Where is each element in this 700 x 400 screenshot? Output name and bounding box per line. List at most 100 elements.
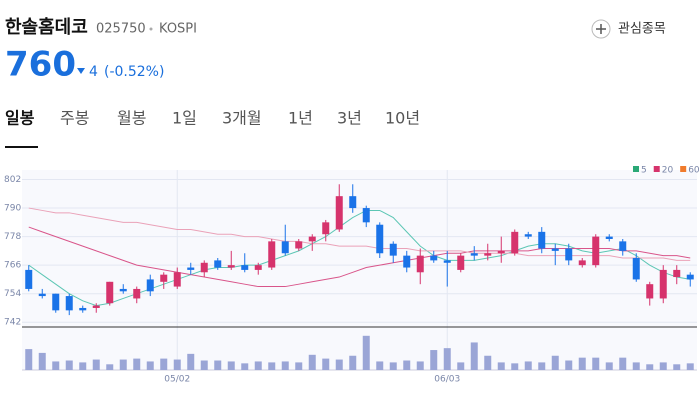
candle-body bbox=[160, 274, 168, 282]
volume-bar bbox=[524, 361, 532, 370]
change-pct: (-0.52%) bbox=[104, 64, 164, 80]
tab[interactable]: 일봉 bbox=[5, 109, 35, 128]
volume-bar bbox=[295, 362, 303, 370]
y-tick-label: 778 bbox=[4, 232, 21, 242]
candle-body bbox=[389, 243, 397, 256]
volume-bar bbox=[227, 361, 235, 370]
candle-body bbox=[416, 255, 424, 273]
candle-body bbox=[632, 258, 640, 280]
candle-body bbox=[187, 267, 195, 270]
candle-body bbox=[619, 241, 627, 251]
candle-body bbox=[146, 279, 154, 292]
volume-bar bbox=[254, 361, 262, 370]
volume-bar bbox=[173, 359, 181, 370]
volume-bar bbox=[565, 360, 573, 370]
stock-code: 025750 bbox=[96, 22, 146, 37]
legend-swatch bbox=[653, 166, 660, 172]
candle-body bbox=[430, 255, 438, 261]
price: 760 bbox=[5, 45, 76, 85]
watch-button[interactable]: 관심종목 bbox=[591, 19, 666, 39]
volume-bar bbox=[52, 361, 60, 370]
volume-bar bbox=[133, 358, 141, 370]
x-tick-label: 06/03 bbox=[434, 375, 460, 385]
candle-body bbox=[443, 260, 451, 263]
volume-bar bbox=[214, 360, 222, 370]
volume-bar bbox=[673, 364, 681, 370]
volume-bar bbox=[484, 355, 492, 370]
y-tick-label: 754 bbox=[4, 289, 21, 299]
candle-body bbox=[214, 260, 222, 268]
tab[interactable]: 1년 bbox=[288, 109, 313, 128]
volume-bar bbox=[106, 364, 114, 370]
candle-body bbox=[173, 272, 181, 287]
volume-bar bbox=[605, 362, 613, 370]
candle-body bbox=[227, 265, 235, 268]
candle-body bbox=[497, 250, 505, 254]
legend-swatch bbox=[633, 166, 639, 172]
volume-bar bbox=[592, 357, 600, 370]
volume-bar bbox=[146, 361, 154, 370]
tab[interactable]: 3년 bbox=[337, 109, 362, 128]
candle-body bbox=[308, 236, 316, 242]
volume-bar bbox=[79, 362, 87, 370]
volume-bar bbox=[65, 360, 73, 370]
volume-bar bbox=[686, 363, 694, 370]
candle-body bbox=[79, 307, 87, 311]
volume-bar bbox=[322, 358, 330, 370]
candle-body bbox=[686, 274, 694, 280]
moving-average bbox=[28, 226, 691, 288]
candle-body bbox=[457, 255, 465, 270]
change: 4 bbox=[89, 64, 98, 80]
volume-bar bbox=[443, 348, 451, 370]
volume-bar bbox=[578, 357, 586, 370]
volume-bar bbox=[376, 361, 384, 370]
candle-body bbox=[335, 196, 343, 230]
volume-bar bbox=[187, 353, 195, 370]
candle-body bbox=[470, 253, 478, 256]
x-tick-label: 05/02 bbox=[164, 375, 190, 385]
legend-swatch bbox=[680, 166, 687, 172]
down-arrow bbox=[77, 68, 85, 74]
plus-icon bbox=[596, 24, 606, 34]
watch-label: 관심종목 bbox=[618, 22, 666, 37]
volume-bar bbox=[511, 363, 519, 370]
volume-bar bbox=[362, 335, 370, 370]
candle-body bbox=[592, 236, 600, 266]
volume-bar bbox=[551, 355, 559, 370]
volume-bar bbox=[619, 357, 627, 370]
candle-body bbox=[538, 231, 546, 249]
candle-body bbox=[254, 265, 262, 270]
tab[interactable]: 월봉 bbox=[117, 109, 146, 128]
separator bbox=[149, 27, 153, 31]
candle-body bbox=[646, 284, 654, 299]
tab[interactable]: 3개월 bbox=[222, 109, 262, 128]
y-tick-label: 802 bbox=[4, 175, 21, 185]
candle-body bbox=[241, 265, 249, 270]
candle-body bbox=[349, 196, 357, 209]
volume-bar bbox=[281, 361, 289, 370]
candle-body bbox=[52, 293, 60, 311]
candle-body bbox=[119, 288, 127, 292]
candle-body bbox=[565, 248, 573, 261]
candle-body bbox=[25, 269, 33, 289]
candle-body bbox=[106, 281, 114, 304]
candle-body bbox=[92, 305, 100, 308]
y-tick-label: 766 bbox=[4, 261, 21, 271]
tab[interactable]: 주봉 bbox=[60, 109, 89, 128]
tab[interactable]: 10년 bbox=[385, 109, 420, 128]
candle-body bbox=[376, 224, 384, 254]
volume-bar bbox=[389, 362, 397, 370]
volume-bar bbox=[25, 349, 33, 370]
candle-body bbox=[38, 293, 46, 297]
candle-body bbox=[511, 231, 519, 254]
y-tick-label: 742 bbox=[4, 318, 21, 328]
candle-body bbox=[578, 260, 586, 266]
tab[interactable]: 1일 bbox=[172, 109, 197, 128]
candle-body bbox=[295, 241, 303, 249]
volume-bar bbox=[200, 360, 208, 370]
volume-bar bbox=[497, 362, 505, 370]
candle-body bbox=[362, 208, 370, 223]
volume-bar bbox=[416, 361, 424, 370]
volume-bar bbox=[659, 362, 667, 370]
